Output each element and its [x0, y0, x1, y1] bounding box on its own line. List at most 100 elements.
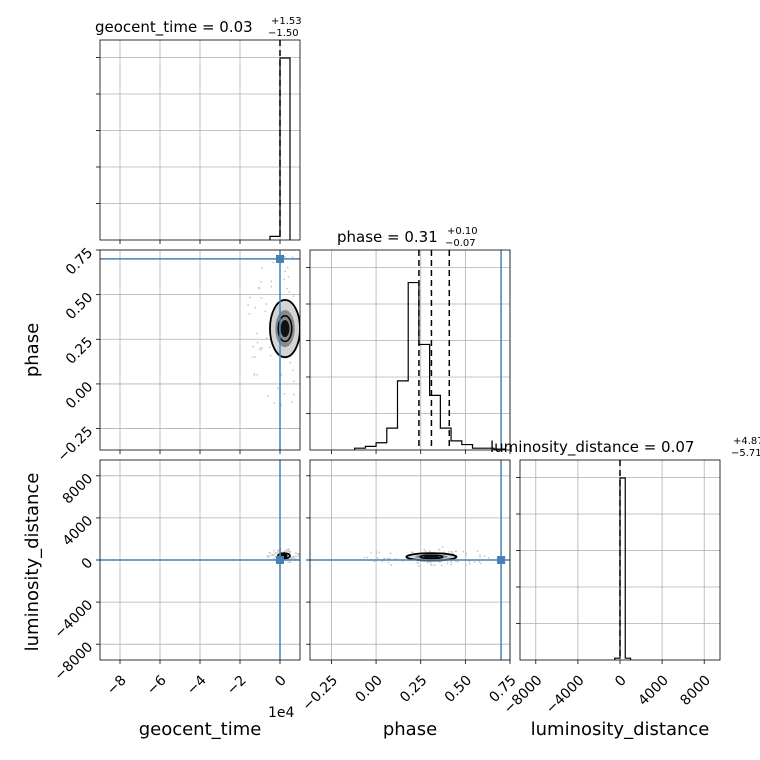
- ytick-label-luminosity_distance-1: −4000: [51, 597, 96, 642]
- sample-point: [248, 313, 251, 315]
- sample-point: [260, 297, 263, 299]
- panel-frame: [519, 459, 721, 661]
- sample-point: [312, 350, 314, 352]
- sample-point: [287, 548, 290, 551]
- xtick-label-phase-0: −0.25: [300, 672, 342, 714]
- sample-point: [487, 556, 490, 559]
- sample-point: [428, 550, 431, 552]
- sample-point: [373, 560, 376, 563]
- sample-point: [270, 285, 273, 288]
- sample-point: [310, 324, 312, 326]
- truth-marker-luminosity_distance-phase: [497, 556, 506, 564]
- sample-point: [276, 387, 279, 390]
- sample-point: [479, 555, 481, 558]
- density-core: [423, 555, 439, 558]
- sample-point: [260, 281, 263, 283]
- sample-point: [276, 551, 279, 554]
- sample-point: [363, 556, 366, 559]
- xtick-label-luminosity_distance-1: −4000: [543, 672, 588, 717]
- xtick-label-phase-3: 0.50: [442, 672, 475, 705]
- sample-point: [284, 270, 287, 273]
- histogram-phase: [354, 281, 506, 450]
- ytick-label-luminosity_distance-2: 0: [79, 555, 97, 573]
- sample-point: [292, 380, 295, 383]
- sample-point: [430, 564, 433, 567]
- sample-point: [280, 404, 283, 407]
- sample-point: [261, 267, 264, 270]
- title-phase-text: phase = 0.31: [337, 228, 438, 246]
- sample-point: [389, 552, 392, 555]
- title-luminosity-distance-minus: −5.71: [731, 448, 760, 459]
- ytick-label-luminosity_distance-3: 4000: [60, 513, 97, 550]
- sample-point: [256, 341, 259, 344]
- sample-point: [319, 283, 321, 285]
- sample-point: [256, 332, 258, 335]
- sample-point: [468, 562, 471, 565]
- sample-point: [270, 280, 273, 283]
- sample-point: [441, 546, 444, 549]
- sample-point: [304, 366, 306, 368]
- sample-point: [253, 374, 256, 376]
- panel-phase-phase: [306, 249, 511, 454]
- sample-point: [269, 552, 272, 555]
- sample-point: [268, 555, 271, 558]
- sample-point: [370, 551, 373, 554]
- sample-point: [286, 266, 289, 269]
- ylabel-luminosity-distance: luminosity_distance: [22, 473, 43, 652]
- sample-point: [264, 310, 267, 313]
- sample-point: [261, 347, 264, 349]
- sample-point: [366, 556, 369, 559]
- title-geocent-time-minus: −1.50: [268, 28, 299, 39]
- truth-marker-phase-geocent_time: [276, 254, 284, 263]
- sample-point: [295, 555, 297, 558]
- sample-point: [426, 561, 429, 564]
- sample-point: [292, 295, 295, 298]
- xtick-label-geocent_time-2: −4: [184, 672, 210, 698]
- sample-point: [410, 551, 413, 554]
- sample-point: [381, 560, 384, 563]
- sample-point: [450, 563, 453, 566]
- sample-point: [465, 552, 468, 555]
- title-luminosity-distance-text: luminosity_distance = 0.07: [490, 438, 694, 457]
- sample-point: [429, 561, 432, 563]
- sample-point: [283, 255, 286, 258]
- ylabel-phase: phase: [22, 323, 43, 377]
- sample-point: [307, 366, 309, 368]
- sample-point: [423, 548, 426, 551]
- sample-point: [285, 550, 288, 553]
- sample-point: [303, 317, 305, 319]
- panel-frame: [309, 459, 511, 661]
- sample-point: [272, 554, 275, 556]
- sample-point: [297, 552, 300, 555]
- contour-outer: [269, 299, 300, 359]
- sample-point: [270, 554, 273, 557]
- title-luminosity-distance-plus: +4.87: [733, 436, 760, 447]
- sample-point: [450, 550, 453, 553]
- sample-point: [416, 561, 419, 564]
- panel-frame: [99, 39, 301, 241]
- sample-point: [288, 561, 291, 564]
- sample-point: [417, 565, 420, 568]
- contour-inner: [277, 314, 293, 343]
- sample-point: [249, 296, 251, 299]
- sample-point: [252, 345, 255, 348]
- sample-point: [478, 560, 481, 563]
- sample-point: [274, 555, 277, 558]
- ytick-label-phase-0: −0.25: [55, 424, 97, 466]
- sample-point: [293, 555, 295, 558]
- sample-point: [473, 561, 476, 564]
- xlabel-phase: phase: [383, 719, 437, 740]
- sample-point: [465, 564, 467, 566]
- sample-point: [314, 354, 316, 356]
- contour-inner: [419, 554, 444, 560]
- sample-point: [287, 275, 290, 278]
- sample-point: [438, 561, 441, 563]
- panels: −0.250.000.250.500.75−8 −6 −4 −2 0−8000−4000…: [51, 39, 721, 717]
- sample-point: [291, 256, 294, 258]
- panel-frame: [99, 459, 301, 661]
- sample-point: [267, 395, 270, 398]
- sample-point: [287, 550, 290, 553]
- sample-point: [268, 346, 271, 348]
- sample-point: [479, 554, 481, 556]
